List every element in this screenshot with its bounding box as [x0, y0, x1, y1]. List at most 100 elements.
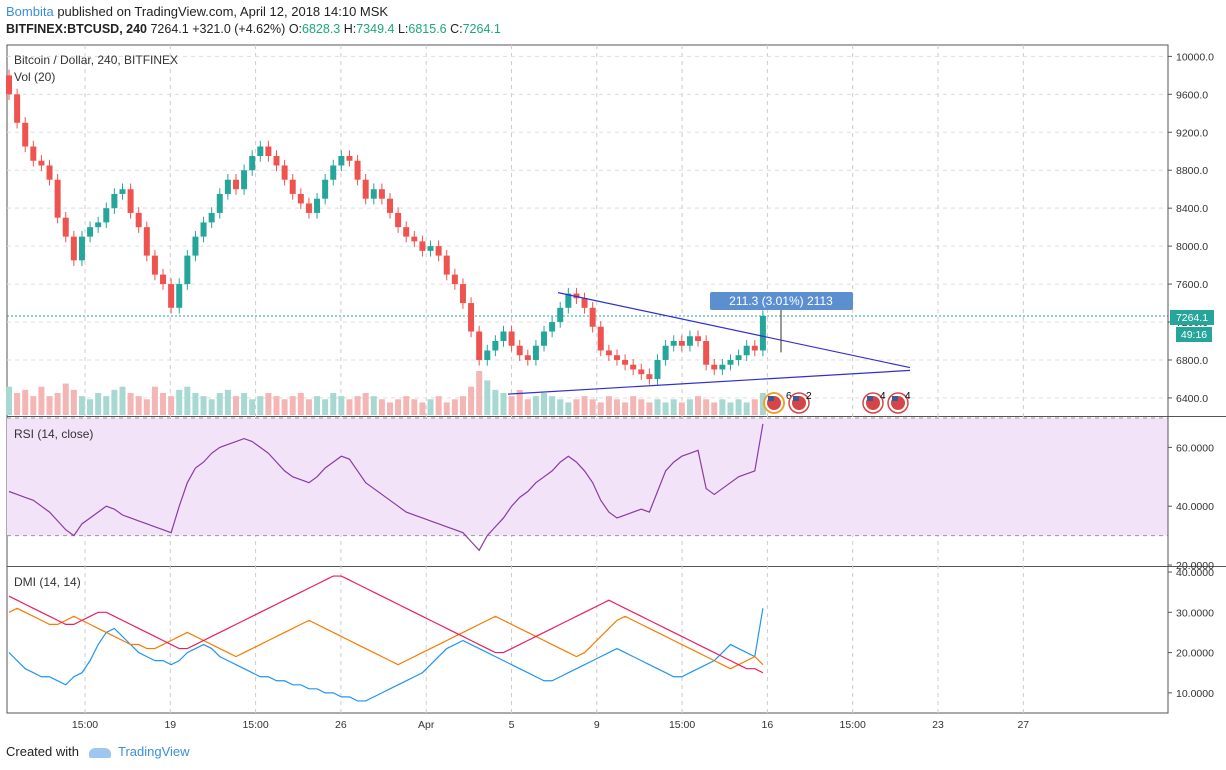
- author-link[interactable]: Bombita: [6, 4, 54, 19]
- volume-bar: [613, 399, 620, 415]
- x-tick-label: 23: [932, 719, 944, 731]
- open-value: 6828.3: [302, 22, 341, 36]
- main-pane-title: Bitcoin / Dollar, 240, BITFINEX: [14, 53, 178, 67]
- candle-body: [314, 198, 321, 213]
- dmi-tick-label: 10.0000: [1176, 688, 1214, 700]
- candle-body: [435, 246, 442, 256]
- dmi-plus-series: [8, 608, 764, 702]
- volume-bar: [751, 399, 758, 415]
- volume-bar: [22, 389, 29, 415]
- dmi-pane-title: DMI (14, 14): [14, 575, 81, 589]
- volume-bar: [565, 402, 572, 415]
- event-marker-4[interactable]: 4: [887, 391, 911, 414]
- trendline-upper: [557, 292, 911, 369]
- volume-bar: [654, 399, 661, 415]
- price-tick-label: 9200.0: [1176, 127, 1208, 139]
- volume-bar: [62, 383, 69, 415]
- candle-body: [184, 255, 191, 285]
- candle-body: [87, 227, 94, 237]
- volume-bar: [6, 386, 12, 415]
- volume-bar: [695, 396, 702, 415]
- volume-bar: [127, 393, 134, 415]
- volume-bar: [265, 393, 272, 415]
- candle-body: [273, 156, 280, 166]
- low-label: L:: [397, 22, 409, 36]
- volume-bar: [711, 402, 718, 415]
- volume-bar: [216, 393, 223, 415]
- dmi-minus-series: [8, 607, 764, 670]
- candle-body: [289, 179, 296, 194]
- candle-body: [613, 355, 620, 360]
- candle-body: [395, 212, 402, 228]
- candle-body: [119, 189, 126, 194]
- volume-bar: [111, 389, 118, 415]
- volume-bar: [257, 396, 264, 415]
- event-marker-1[interactable]: 6: [763, 391, 792, 414]
- volume-bar: [581, 396, 588, 415]
- volume-bar: [662, 402, 669, 415]
- volume-bar: [686, 399, 693, 415]
- event-marker-2[interactable]: 2: [788, 391, 812, 414]
- volume-bar: [330, 393, 337, 415]
- vol-pane-title: Vol (20): [14, 70, 55, 84]
- volume-bar: [297, 393, 304, 415]
- symbol-label: BITFINEX:BTCUSD, 240: [6, 22, 147, 36]
- candle-body: [654, 359, 661, 379]
- dmi-tick-label: 30.0000: [1176, 607, 1214, 619]
- high-label: H:: [343, 22, 357, 36]
- volume-bar: [597, 402, 604, 415]
- last-price: 7264.1: [150, 22, 189, 36]
- volume-bar: [451, 399, 458, 415]
- candle-body: [216, 193, 223, 213]
- volume-bar: [241, 393, 248, 415]
- time-axis: 15:00 19 15:00 26 Apr 5 9 15:00 16 15:00 23 27: [72, 719, 1029, 731]
- volume-bar: [46, 396, 53, 415]
- price-axes: 10000.0 9600.0 9200.0 8800.0 8400.0 8000.0 760…: [1167, 45, 1214, 713]
- volume-bar: [541, 393, 548, 415]
- volume-bar: [135, 396, 142, 415]
- volume-bar: [743, 402, 750, 415]
- ohlc-line: BITFINEX:BTCUSD, 240 7264.1 +321.0 (+4.6…: [6, 22, 501, 36]
- x-tick-label: Apr: [418, 719, 435, 731]
- candle-body: [224, 179, 231, 194]
- x-tick-label: 15:00: [242, 719, 268, 731]
- candle-body: [622, 359, 629, 365]
- price-badge-text: 7264.1: [1176, 312, 1208, 324]
- chart-canvas[interactable]: 10000.0 9600.0 9200.0 8800.0 8400.0 8000.0 760…: [0, 40, 1226, 740]
- volume-bar: [208, 399, 215, 415]
- candle-body: [208, 212, 215, 223]
- candle-body: [532, 345, 539, 360]
- x-tick-label: 5: [509, 719, 515, 731]
- volume-bar: [638, 399, 645, 415]
- volume-bar: [95, 393, 102, 415]
- candle-body: [103, 208, 110, 223]
- tradingview-link[interactable]: TradingView: [118, 744, 190, 759]
- volume-bar: [232, 396, 239, 415]
- volume-bar: [524, 399, 531, 415]
- volume-bar: [192, 393, 199, 415]
- volume-bar: [281, 399, 288, 415]
- rsi-series: [8, 423, 764, 552]
- triangle-trendlines[interactable]: [507, 292, 911, 395]
- volume-bar: [419, 402, 426, 415]
- candle-body: [54, 179, 61, 218]
- measure-badge: 211.3 (3.01%) 2113: [710, 292, 853, 310]
- candle-body: [719, 364, 726, 370]
- volume-bar: [314, 396, 321, 415]
- volume-bar: [468, 386, 475, 415]
- volume-bar: [14, 393, 21, 415]
- event-markers[interactable]: 6 2 4 4: [763, 391, 911, 414]
- candle-body: [589, 307, 596, 327]
- price-tick-label: 8000.0: [1176, 241, 1208, 253]
- volume-bar: [168, 396, 175, 415]
- volume-bars: [6, 371, 766, 415]
- event-marker-3[interactable]: 4: [862, 391, 886, 414]
- candle-body: [476, 331, 483, 360]
- candle-body: [468, 303, 475, 332]
- candle-body: [646, 374, 653, 379]
- volume-bar: [573, 399, 580, 415]
- candle-body: [265, 146, 272, 156]
- x-tick-label: 9: [594, 719, 600, 731]
- low-value: 6815.6: [408, 22, 447, 36]
- volume-bar: [119, 386, 126, 415]
